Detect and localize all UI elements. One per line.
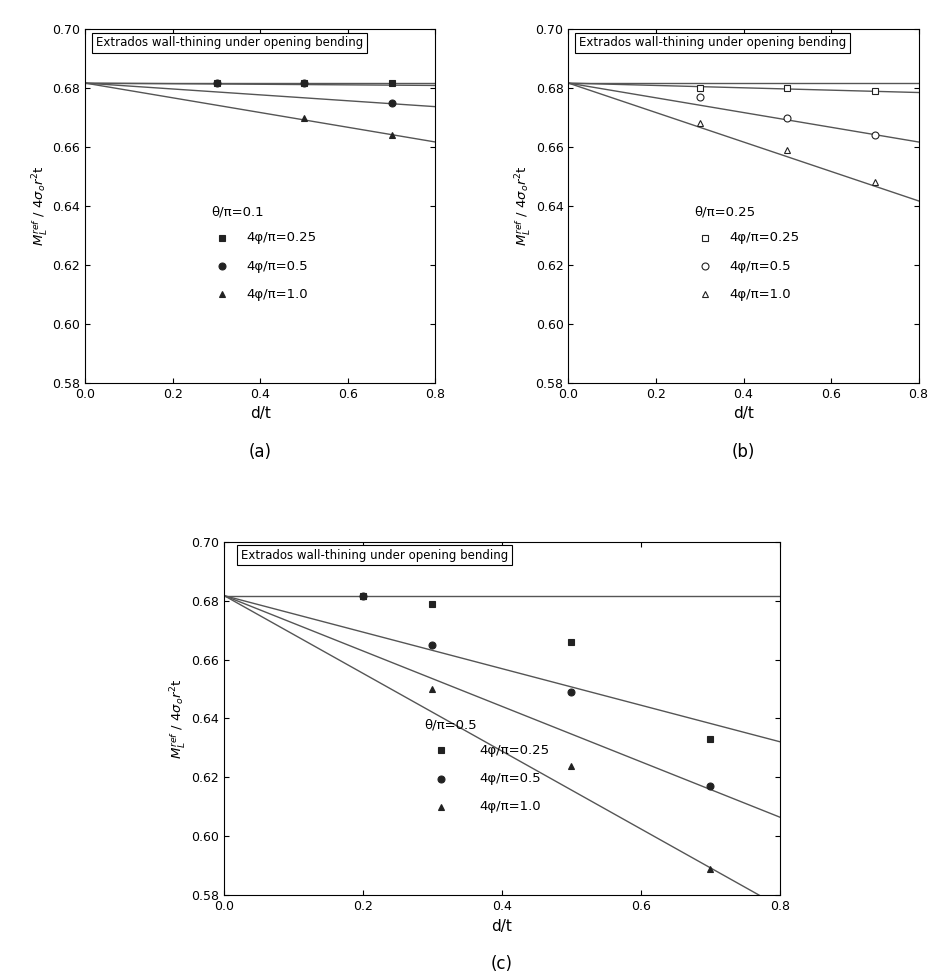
Text: Extrados wall-thining under opening bending: Extrados wall-thining under opening bend… <box>579 36 847 50</box>
X-axis label: d/t: d/t <box>733 406 754 421</box>
Text: Extrados wall-thining under opening bending: Extrados wall-thining under opening bend… <box>96 36 363 50</box>
Text: θ/π=0.1: θ/π=0.1 <box>211 206 264 219</box>
Text: (c): (c) <box>491 955 513 973</box>
X-axis label: d/t: d/t <box>491 919 512 933</box>
Text: θ/π=0.5: θ/π=0.5 <box>424 718 476 732</box>
Text: (a): (a) <box>249 443 272 461</box>
Text: Extrados wall-thining under opening bending: Extrados wall-thining under opening bend… <box>241 549 508 561</box>
Text: 4φ/π=0.25: 4φ/π=0.25 <box>480 743 550 757</box>
Text: 4φ/π=0.25: 4φ/π=0.25 <box>729 232 799 244</box>
Text: 4φ/π=0.5: 4φ/π=0.5 <box>729 260 791 272</box>
Y-axis label: $M_L^{ref}$ / 4$\sigma_o r^2$t: $M_L^{ref}$ / 4$\sigma_o r^2$t <box>30 165 49 246</box>
Text: 4φ/π=0.5: 4φ/π=0.5 <box>480 772 542 785</box>
Text: (b): (b) <box>732 443 755 461</box>
Text: 4φ/π=0.25: 4φ/π=0.25 <box>246 232 316 244</box>
Text: 4φ/π=1.0: 4φ/π=1.0 <box>246 288 308 301</box>
Text: θ/π=0.25: θ/π=0.25 <box>694 206 756 219</box>
Text: 4φ/π=1.0: 4φ/π=1.0 <box>480 801 542 813</box>
Y-axis label: $M_L^{ref}$ / 4$\sigma_o r^2$t: $M_L^{ref}$ / 4$\sigma_o r^2$t <box>513 165 533 246</box>
X-axis label: d/t: d/t <box>250 406 271 421</box>
Y-axis label: $M_L^{ref}$ / 4$\sigma_o r^2$t: $M_L^{ref}$ / 4$\sigma_o r^2$t <box>170 678 188 759</box>
Text: 4φ/π=0.5: 4φ/π=0.5 <box>246 260 308 272</box>
Text: 4φ/π=1.0: 4φ/π=1.0 <box>729 288 791 301</box>
